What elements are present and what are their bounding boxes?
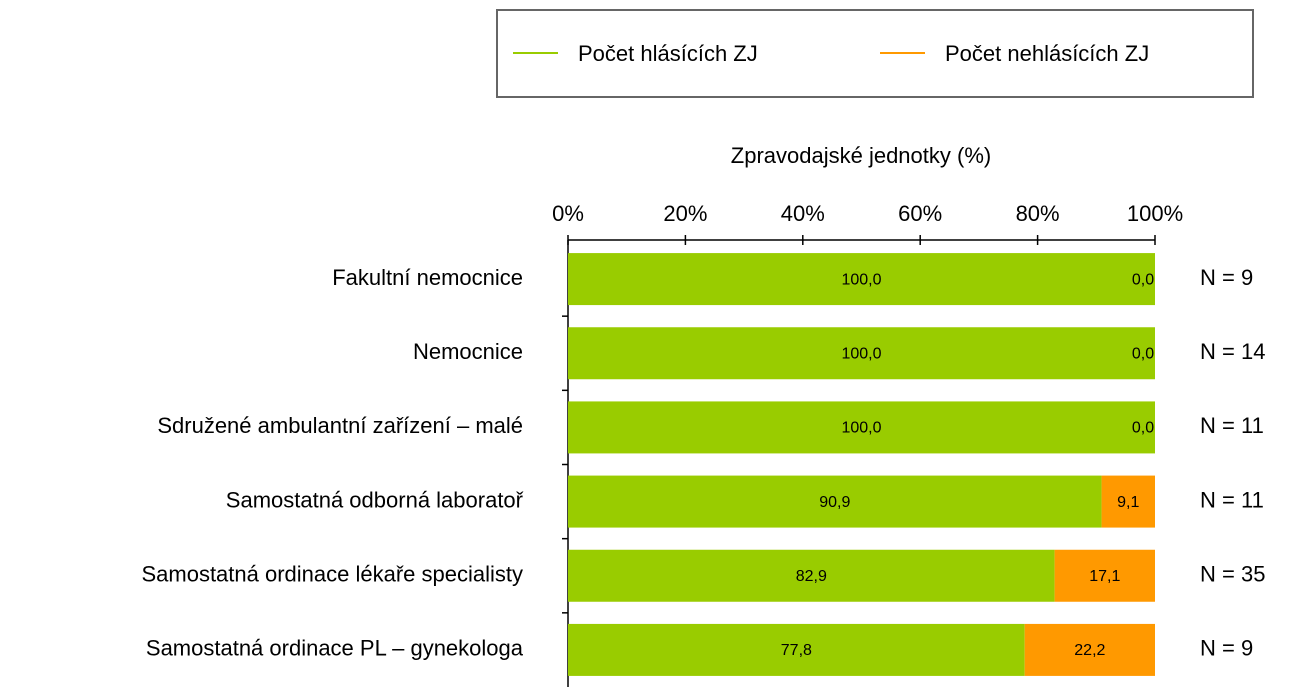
x-tick-label: 100%	[1127, 201, 1183, 226]
n-label: N = 9	[1200, 636, 1253, 661]
value-label: 9,1	[1117, 494, 1139, 511]
value-label: 77,8	[781, 642, 812, 659]
value-label: 22,2	[1074, 642, 1105, 659]
y-tick-label: Samostatná ordinace lékaře specialisty	[141, 562, 523, 587]
y-tick-label: Fakultní nemocnice	[332, 265, 523, 290]
legend-label: Počet nehlásících ZJ	[945, 41, 1149, 66]
value-label: 17,1	[1089, 568, 1120, 585]
y-tick-label: Nemocnice	[413, 339, 523, 364]
bar-segment	[568, 327, 1155, 380]
value-label: 100,0	[841, 271, 881, 288]
x-tick-label: 80%	[1016, 201, 1060, 226]
n-label: N = 35	[1200, 562, 1265, 587]
n-label: N = 11	[1200, 413, 1264, 438]
bar-segment	[1054, 549, 1155, 602]
value-label: 0,0	[1132, 420, 1154, 437]
y-tick-label: Samostatná ordinace PL – gynekologa	[146, 636, 524, 661]
value-label: 82,9	[796, 568, 827, 585]
x-tick-label: 40%	[781, 201, 825, 226]
bar-segment	[1024, 623, 1155, 676]
value-label: 0,0	[1132, 271, 1154, 288]
x-axis-label: Zpravodajské jednotky (%)	[731, 143, 991, 168]
x-tick-label: 20%	[663, 201, 707, 226]
bar-segment	[568, 475, 1102, 528]
bar-segment	[568, 623, 1025, 676]
bar-segment	[568, 401, 1155, 454]
bar-segment	[1101, 475, 1155, 528]
value-label: 100,0	[841, 345, 881, 362]
value-label: 100,0	[841, 420, 881, 437]
legend-box	[496, 9, 1254, 98]
n-label: N = 11	[1200, 487, 1264, 512]
legend-label: Počet hlásících ZJ	[578, 41, 758, 66]
x-tick-label: 0%	[552, 201, 584, 226]
bar-segment	[568, 549, 1055, 602]
bar-segment	[568, 253, 1155, 306]
value-label: 90,9	[819, 494, 850, 511]
y-tick-label: Sdružené ambulantní zařízení – malé	[157, 413, 523, 438]
n-label: N = 14	[1200, 339, 1265, 364]
value-label: 0,0	[1132, 345, 1154, 362]
x-tick-label: 60%	[898, 201, 942, 226]
y-tick-label: Samostatná odborná laboratoř	[226, 487, 524, 512]
n-label: N = 9	[1200, 265, 1253, 290]
